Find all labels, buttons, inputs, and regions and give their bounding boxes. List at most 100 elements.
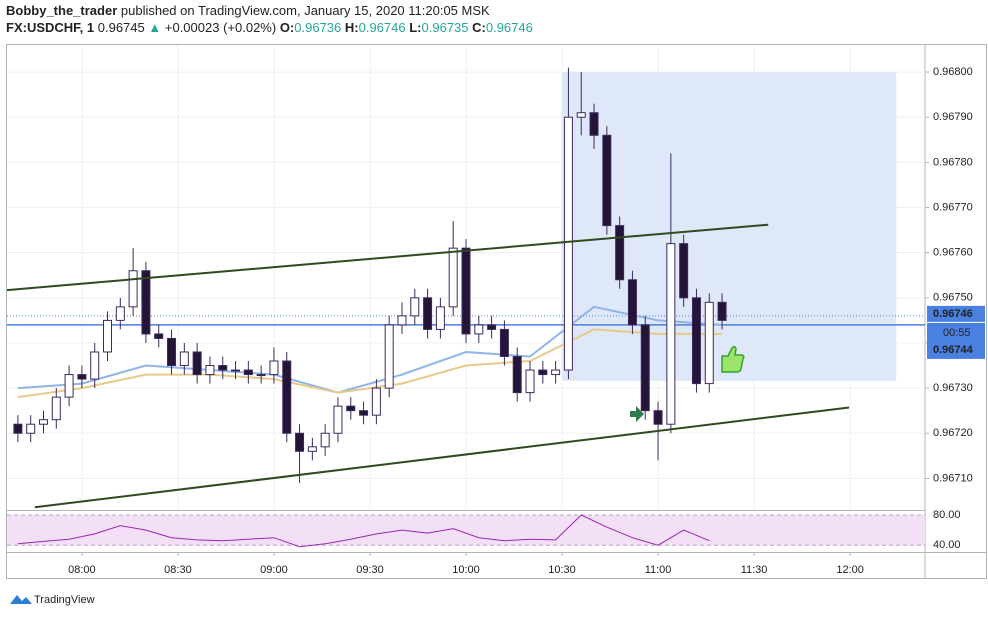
frame [6,44,987,579]
candle-body [615,225,625,281]
candle-body [691,297,701,385]
candle-body [499,328,509,358]
x-tick-label: 08:30 [164,564,192,576]
candle-body [563,116,573,371]
candle-body [231,369,241,372]
candle-body [26,423,36,434]
candle-body [653,410,663,425]
y-tick-label: 0.96800 [933,66,973,78]
candle-body [602,134,612,227]
ohlc-value: 0.96736 [294,20,341,35]
x-tick-label: 09:30 [356,564,384,576]
ohlc-value: 0.96746 [486,20,533,35]
candle-body [487,324,497,330]
candle-body [154,333,164,339]
x-tick-label: 09:00 [260,564,288,576]
candle-body [320,432,330,448]
x-tick-label: 10:30 [548,564,576,576]
candle-body [589,112,599,136]
logo [10,595,32,604]
y-tick-label: 0.96710 [933,472,973,484]
candle-body [141,270,151,335]
candle-body [90,351,100,380]
price-pane [7,45,925,510]
candle-body [474,324,484,335]
candle-body [179,351,189,367]
price-tag [927,305,985,322]
candle-body [551,369,561,376]
candle-body [640,324,650,412]
countdown: 00:55 [943,327,971,339]
candle-body [13,423,23,434]
ohlc-label: C: [472,20,486,35]
arrow-icon [630,406,644,422]
candle-body [295,432,305,452]
candle-body [64,374,74,398]
candle-body [525,369,535,394]
candle-body [115,306,125,321]
candle-body [576,112,586,118]
indicator-band [7,515,925,546]
x-tick-label: 11:30 [741,564,768,576]
candle-body [397,315,407,326]
x-tick-label: 10:00 [452,564,480,576]
change: +0.00023 (+0.02%) [165,20,276,35]
candle-body [359,410,369,416]
ohlc-value: 0.96746 [359,20,406,35]
candle-body [384,324,394,389]
last: 0.96745 [98,20,145,35]
candle-body [410,297,420,317]
y-tick-label: 0.96780 [933,156,973,168]
indicator-pane [7,514,925,548]
candle-body [205,365,215,376]
x-tick-label: 08:00 [68,564,96,576]
ohlc-label: O: [280,20,294,35]
symbol: FX:USDCHF, 1 [6,20,94,35]
candle-body [704,301,714,385]
trend-line [7,223,769,292]
indicator-tick-label: 80.00 [933,509,961,521]
symbol-line: FX:USDCHF, 1 0.96745 ▲ +0.00023 (+0.02%)… [6,20,533,35]
candle-body [461,247,471,335]
brand: TradingView [34,594,95,606]
arrow: ▲ [148,20,161,35]
x-tick-label: 11:00 [645,564,672,576]
y-tick-label: 0.96760 [933,247,973,259]
ohlc-value: 0.96735 [422,20,469,35]
candle-body [333,405,343,434]
range-box [562,72,897,381]
price-tag [927,322,985,359]
author: Bobby_the_trader [6,3,117,18]
candle-body [538,369,548,376]
y-tick-label: 0.96730 [933,382,973,394]
published: published on TradingView.com, January 15… [121,3,490,18]
y-tick-label: 0.96790 [933,111,973,123]
candle-body [77,374,87,380]
candle-body [243,369,253,376]
x-tick-label: 12:00 [836,564,864,576]
indicator-line [17,514,710,548]
indicator-tick-label: 40.00 [933,539,961,551]
candle-body [167,337,177,367]
header-line: Bobby_the_trader published on TradingVie… [6,3,490,18]
y-tick-label: 0.96750 [933,292,973,304]
candle-body [192,351,202,376]
ohlc-label: H: [345,20,359,35]
price-tag-label: 0.96746 [933,308,973,320]
candle-body [346,405,356,412]
thumbs-up-icon [721,345,745,373]
candle-body [51,396,61,421]
candle-body [256,374,266,377]
candle-body [717,301,727,321]
y-tick-label: 0.96770 [933,201,973,213]
candle-body [218,365,228,371]
candle-body [38,419,48,425]
candle-body [679,243,689,299]
candle-body [666,243,676,425]
candle-body [307,446,317,452]
candle-body [128,270,138,308]
candle-body [269,360,279,376]
axes: 0.967100.967200.967300.967400.967500.967… [68,66,985,576]
y-tick-label: 0.96720 [933,427,973,439]
moving-average [17,328,723,399]
